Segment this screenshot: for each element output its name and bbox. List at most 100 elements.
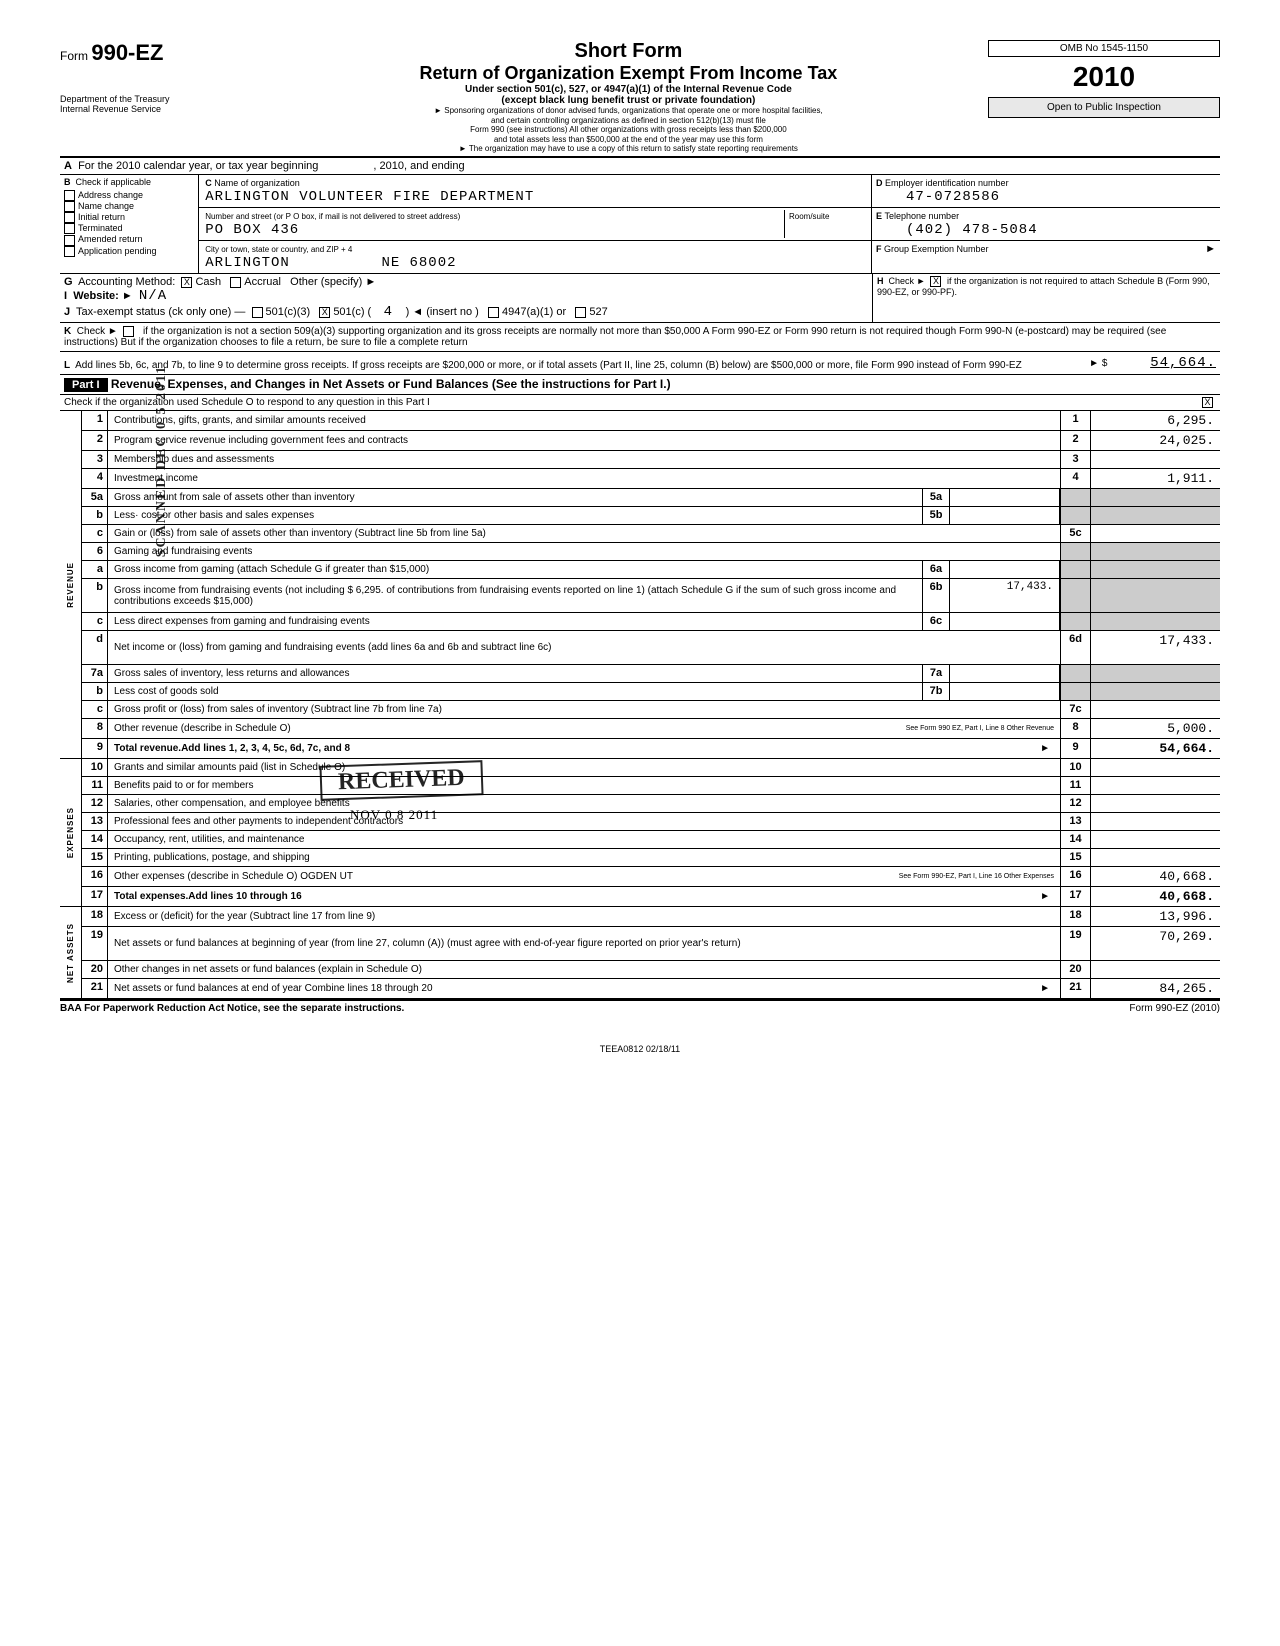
form-row-11: 11Benefits paid to or for members11	[82, 777, 1220, 795]
l-arrow: ► $	[1089, 358, 1107, 369]
check-label-0: Address change	[78, 190, 143, 200]
addr-label: Number and street (or P O box, if mail i…	[205, 212, 460, 221]
check-address-change[interactable]	[64, 190, 75, 201]
check-accrual[interactable]	[230, 277, 241, 288]
row-desc: Occupancy, rent, utilities, and maintena…	[108, 831, 1060, 848]
check-h[interactable]	[930, 276, 941, 287]
right-num: 17	[1060, 887, 1090, 906]
part1-badge: Part I	[64, 378, 108, 392]
row-value	[1090, 561, 1220, 578]
row-num: 16	[82, 867, 108, 886]
row-num: 11	[82, 777, 108, 794]
expenses-vlabel: EXPENSES	[60, 759, 82, 907]
form-number-bold: 990-EZ	[91, 40, 163, 65]
expenses-vlabel-text: EXPENSES	[66, 807, 75, 858]
row-num: a	[82, 561, 108, 578]
form-number: Form 990-EZ	[60, 40, 269, 66]
row-num: 8	[82, 719, 108, 738]
form-row-14: 14Occupancy, rent, utilities, and mainte…	[82, 831, 1220, 849]
check-527[interactable]	[575, 307, 586, 318]
check-terminated[interactable]	[64, 223, 75, 234]
right-num: 7c	[1060, 701, 1090, 718]
part1-check-box[interactable]	[1202, 397, 1213, 408]
mid-val	[950, 507, 1060, 524]
check-label-2: Initial return	[78, 212, 125, 222]
addr-row: Number and street (or P O box, if mail i…	[199, 208, 871, 241]
tiny-5: ► The organization may have to use a cop…	[269, 144, 988, 154]
e-text: Telephone number	[885, 211, 960, 221]
form-row-7a: 7aGross sales of inventory, less returns…	[82, 665, 1220, 683]
row-desc: Total revenue. Add lines 1, 2, 3, 4, 5c,…	[108, 739, 1060, 758]
row-value	[1090, 849, 1220, 866]
check-cash[interactable]	[181, 277, 192, 288]
omb-number: OMB No 1545-1150	[988, 40, 1220, 57]
line-a: A For the 2010 calendar year, or tax yea…	[60, 158, 1220, 175]
form-row-b: bLess· cost or other basis and sales exp…	[82, 507, 1220, 525]
row-num: 18	[82, 907, 108, 926]
h-label: H	[877, 276, 884, 286]
row-desc: Program service revenue including govern…	[108, 431, 1060, 450]
i-text: Website: ►	[73, 290, 133, 302]
check-k[interactable]	[123, 326, 134, 337]
expenses-section: EXPENSES 10Grants and similar amounts pa…	[60, 759, 1220, 907]
right-num	[1060, 489, 1090, 506]
check-501c3[interactable]	[252, 307, 263, 318]
row-num: 6	[82, 543, 108, 560]
right-num: 1	[1060, 411, 1090, 430]
dept-treasury: Department of the Treasury Internal Reve…	[60, 94, 269, 114]
row-value	[1090, 777, 1220, 794]
check-501c[interactable]	[319, 307, 330, 318]
check-4947[interactable]	[488, 307, 499, 318]
room-label: Room/suite	[789, 212, 829, 221]
check-app-pending[interactable]	[64, 246, 75, 257]
row-num: c	[82, 701, 108, 718]
right-num	[1060, 561, 1090, 578]
mid-val	[950, 613, 1060, 630]
right-num: 19	[1060, 927, 1090, 960]
mid-val	[950, 561, 1060, 578]
mid-num: 6b	[922, 579, 950, 612]
row-value	[1090, 831, 1220, 848]
row-value	[1090, 683, 1220, 700]
row-value	[1090, 665, 1220, 682]
mid-num: 5a	[922, 489, 950, 506]
tiny-4: and total assets less than $500,000 at t…	[269, 135, 988, 145]
footer-form: Form 990-EZ (2010)	[1129, 1003, 1220, 1014]
row-desc: Gaming and fundraising events	[108, 543, 1060, 560]
row-desc: Gross profit or (loss) from sales of inv…	[108, 701, 1060, 718]
check-name-change[interactable]	[64, 201, 75, 212]
right-num: 16	[1060, 867, 1090, 886]
row-desc: Net assets or fund balances at beginning…	[108, 927, 1060, 960]
b-text: Check if applicable	[76, 177, 152, 187]
row-num: 15	[82, 849, 108, 866]
form-prefix: Form	[60, 49, 88, 63]
row-num: 2	[82, 431, 108, 450]
form-row-15: 15Printing, publications, postage, and s…	[82, 849, 1220, 867]
row-desc: Gross income from gaming (attach Schedul…	[108, 561, 922, 578]
line-a-mid: , 2010, and ending	[373, 160, 464, 172]
right-num: 11	[1060, 777, 1090, 794]
row-value: 40,668.	[1090, 867, 1220, 886]
c-text: Name of organization	[214, 178, 300, 188]
i-label: I	[64, 290, 67, 302]
row-desc: Professional fees and other payments to …	[108, 813, 1060, 830]
row-num: 10	[82, 759, 108, 776]
revenue-body: 1Contributions, gifts, grants, and simil…	[82, 411, 1220, 759]
right-num	[1060, 665, 1090, 682]
row-num: c	[82, 613, 108, 630]
col-b: B Check if applicable Address change Nam…	[60, 175, 199, 273]
check-initial-return[interactable]	[64, 212, 75, 223]
form-row-19: 19Net assets or fund balances at beginni…	[82, 927, 1220, 961]
part1-check-row: Check if the organization used Schedule …	[60, 395, 1220, 411]
mid-val	[950, 683, 1060, 700]
form-row-20: 20Other changes in net assets or fund ba…	[82, 961, 1220, 979]
zip-value: 68002	[409, 255, 456, 271]
tax-year: 2010	[988, 61, 1220, 93]
row-num: 1	[82, 411, 108, 430]
check-amended[interactable]	[64, 235, 75, 246]
row-value	[1090, 613, 1220, 630]
form-row-b: bGross income from fundraising events (n…	[82, 579, 1220, 613]
k-label: K	[64, 326, 71, 337]
row-num: 13	[82, 813, 108, 830]
c-label: C	[205, 178, 212, 188]
